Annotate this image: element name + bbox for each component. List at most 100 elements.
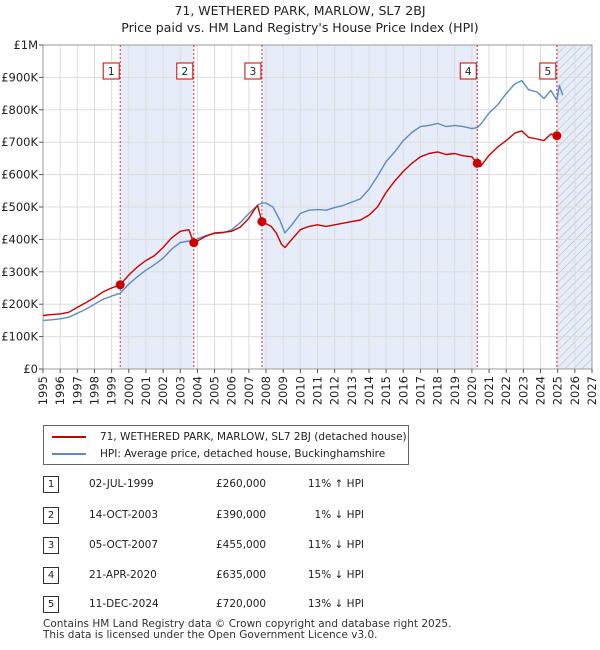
sale-hpi-diff: 15% ↓ HPI bbox=[307, 569, 364, 581]
table-row: 2 14-OCT-2003 £390,000 1% ↓ HPI bbox=[43, 507, 443, 524]
chart-subtitle: Price paid vs. HM Land Registry's House … bbox=[121, 20, 479, 35]
sale-date: 21-APR-2020 bbox=[89, 569, 157, 581]
sale-label: 5 bbox=[539, 62, 557, 80]
sale-number-labels: 1 2 3 4 5 bbox=[102, 62, 557, 80]
sale-hpi-diff: 11% ↑ HPI bbox=[307, 478, 364, 490]
x-tick-label: 2018 bbox=[431, 376, 445, 405]
sale-label: 3 bbox=[244, 62, 262, 80]
x-tick-label: 2017 bbox=[413, 376, 427, 405]
y-tick-label: £900K bbox=[1, 70, 38, 84]
x-tick-label: 2006 bbox=[225, 376, 239, 405]
footer-license: This data is licensed under the Open Gov… bbox=[43, 629, 378, 641]
gridlines bbox=[42, 44, 593, 370]
x-tick-label: 1999 bbox=[105, 376, 119, 405]
sale-dot bbox=[115, 280, 125, 290]
chart-title: 71, WETHERED PARK, MARLOW, SL7 2BJ bbox=[174, 3, 426, 18]
sale-label-box bbox=[244, 62, 262, 80]
x-tick-label: 2000 bbox=[122, 376, 136, 405]
x-axis: 1995 1996 1997 1998 1999 2000 2001 2002 2003 2004… bbox=[36, 369, 599, 405]
y-tick-label: £600K bbox=[1, 168, 38, 182]
sale-dot bbox=[257, 217, 267, 227]
x-tick-label: 2009 bbox=[276, 376, 290, 405]
sale-dot bbox=[189, 238, 199, 248]
price-chart: 1 2 3 4 5 £0 £100K £200K £300K £400K £500K £600K £7… bbox=[1, 38, 599, 405]
x-tick-label: 2010 bbox=[293, 376, 307, 405]
legend-swatch-property bbox=[52, 436, 86, 438]
legend-item-hpi: HPI: Average price, detached house, Buck… bbox=[52, 446, 385, 462]
x-tick-label: 2001 bbox=[139, 376, 153, 405]
sale-price: £390,000 bbox=[216, 509, 267, 521]
x-tick-label: 2022 bbox=[499, 376, 513, 405]
sale-dot bbox=[552, 131, 562, 141]
sale-number: 4 bbox=[43, 567, 59, 584]
y-tick-label: £400K bbox=[1, 232, 38, 246]
y-tick-label: £100K bbox=[1, 330, 38, 344]
table-row: 3 05-OCT-2007 £455,000 11% ↓ HPI bbox=[43, 537, 443, 554]
legend-item-property: 71, WETHERED PARK, MARLOW, SL7 2BJ (deta… bbox=[52, 429, 407, 445]
x-tick-label: 2008 bbox=[259, 376, 273, 405]
y-tick-label: £500K bbox=[1, 200, 38, 214]
sale-label: 1 bbox=[102, 62, 120, 80]
sale-label-box bbox=[102, 62, 120, 80]
sale-dot bbox=[472, 158, 482, 168]
legend-swatch-hpi bbox=[52, 453, 86, 455]
sale-number: 5 bbox=[43, 596, 59, 613]
x-tick-label: 1995 bbox=[36, 376, 50, 405]
sale-label-text: 5 bbox=[544, 66, 551, 78]
sale-number: 1 bbox=[43, 476, 59, 493]
sale-number: 3 bbox=[43, 537, 59, 554]
x-tick-label: 2019 bbox=[448, 376, 462, 405]
y-tick-label: £700K bbox=[1, 135, 38, 149]
x-tick-label: 2023 bbox=[516, 376, 530, 405]
y-tick-label: £1M bbox=[13, 38, 38, 52]
x-tick-label: 2024 bbox=[534, 376, 548, 405]
legend-label-hpi: HPI: Average price, detached house, Buck… bbox=[100, 448, 386, 460]
x-tick-label: 2012 bbox=[328, 376, 342, 405]
x-tick-label: 2026 bbox=[568, 376, 582, 405]
footer: Contains HM Land Registry data © Crown c… bbox=[43, 619, 451, 641]
y-tick-label: £200K bbox=[1, 297, 38, 311]
sale-hpi-diff: 1% ↓ HPI bbox=[314, 509, 364, 521]
sale-date: 05-OCT-2007 bbox=[89, 539, 158, 551]
table-row: 5 11-DEC-2024 £720,000 13% ↓ HPI bbox=[43, 596, 443, 613]
x-tick-label: 1997 bbox=[70, 376, 84, 405]
hpi-line bbox=[43, 79, 564, 322]
sale-label: 2 bbox=[176, 62, 194, 80]
legend-label-property: 71, WETHERED PARK, MARLOW, SL7 2BJ (deta… bbox=[100, 431, 407, 443]
x-tick-label: 2020 bbox=[465, 376, 479, 405]
x-tick-label: 1996 bbox=[53, 376, 67, 405]
x-tick-label: 2015 bbox=[379, 376, 393, 405]
sale-label-box bbox=[539, 62, 557, 80]
y-tick-label: £0 bbox=[23, 362, 38, 376]
sale-number: 2 bbox=[43, 507, 59, 524]
x-tick-label: 2027 bbox=[585, 376, 599, 405]
sale-date: 14-OCT-2003 bbox=[89, 509, 158, 521]
x-tick-label: 2016 bbox=[396, 376, 410, 405]
x-tick-label: 2025 bbox=[551, 376, 565, 405]
x-tick-label: 2004 bbox=[190, 376, 204, 405]
x-tick-label: 2011 bbox=[311, 376, 325, 405]
footer-copyright: Contains HM Land Registry data © Crown c… bbox=[43, 618, 452, 630]
x-tick-label: 1998 bbox=[87, 376, 101, 405]
sale-date: 02-JUL-1999 bbox=[89, 478, 154, 490]
x-tick-label: 2002 bbox=[156, 376, 170, 405]
sale-price: £455,000 bbox=[216, 539, 267, 551]
sale-price: £260,000 bbox=[216, 478, 267, 490]
sale-label-box bbox=[176, 62, 194, 80]
x-tick-label: 2007 bbox=[242, 376, 256, 405]
y-tick-label: £300K bbox=[1, 265, 38, 279]
y-tick-label: £800K bbox=[1, 103, 38, 117]
sale-label-text: 4 bbox=[465, 66, 472, 78]
sale-date: 11-DEC-2024 bbox=[89, 598, 159, 610]
x-tick-label: 2014 bbox=[362, 376, 376, 405]
sale-hpi-diff: 11% ↓ HPI bbox=[307, 539, 364, 551]
table-row: 4 21-APR-2020 £635,000 15% ↓ HPI bbox=[43, 567, 443, 584]
sale-label-box bbox=[459, 62, 477, 80]
x-tick-label: 2005 bbox=[208, 376, 222, 405]
sale-hpi-diff: 13% ↓ HPI bbox=[307, 598, 364, 610]
sale-label-text: 1 bbox=[108, 66, 115, 78]
y-axis: £0 £100K £200K £300K £400K £500K £600K £700K £80… bbox=[1, 38, 43, 376]
x-tick-label: 2021 bbox=[482, 376, 496, 405]
sale-label: 4 bbox=[459, 62, 477, 80]
sale-price: £720,000 bbox=[216, 598, 267, 610]
